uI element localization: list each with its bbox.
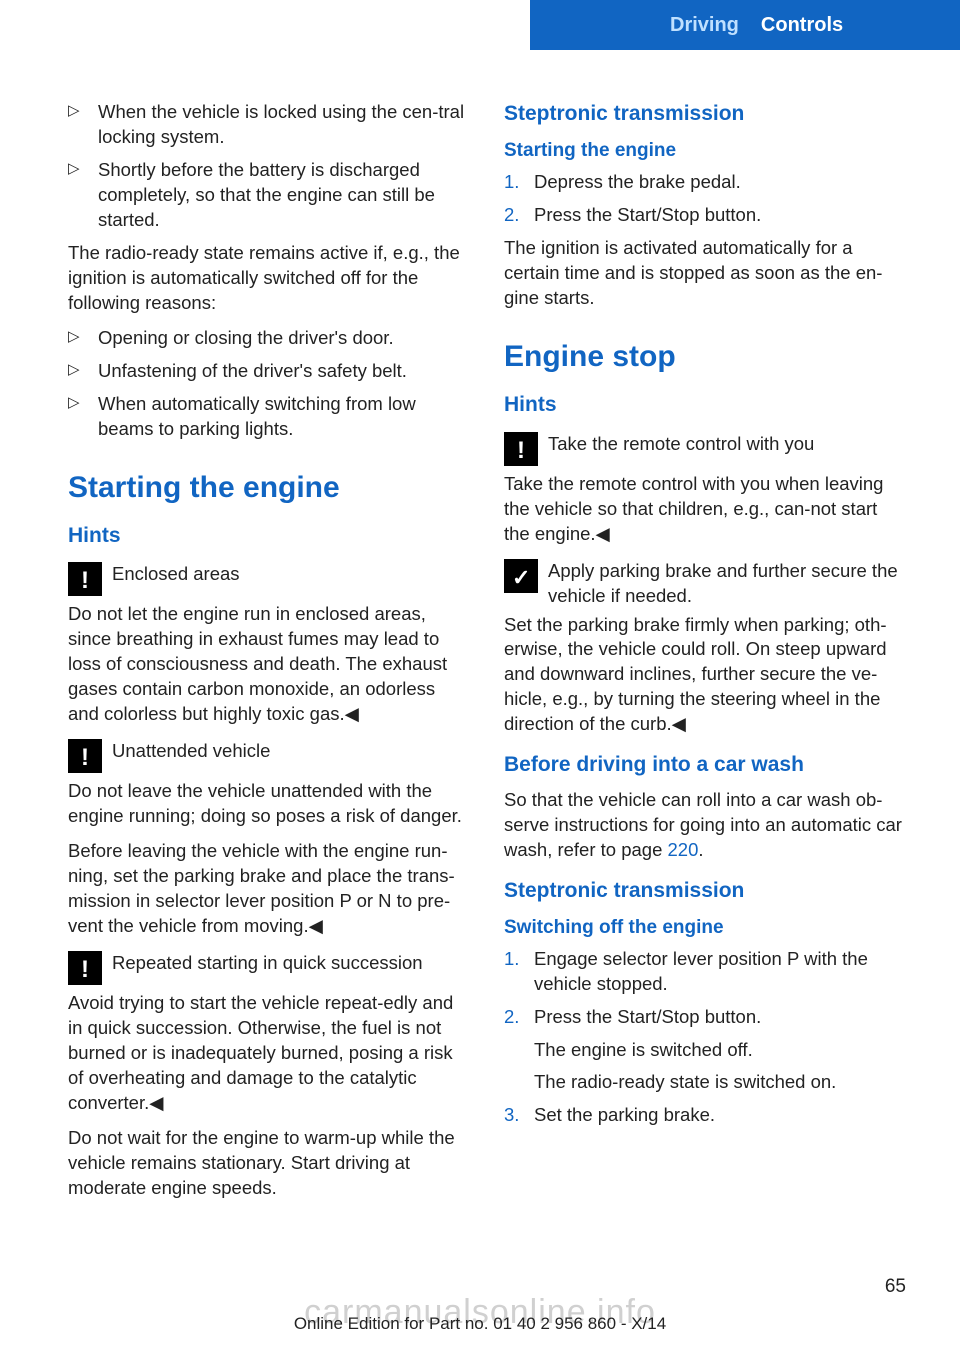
sub-text: The radio-ready state is switched on. (534, 1070, 904, 1095)
step-number: 2. (504, 203, 519, 228)
step-number: 1. (504, 170, 519, 195)
warning-icon (68, 951, 102, 985)
step-text: Depress the brake pedal. (534, 171, 741, 192)
sub-text: The engine is switched off. (534, 1038, 904, 1063)
warning-icon (68, 562, 102, 596)
warning-title: Repeated starting in quick succession (112, 952, 423, 973)
list-item: 3. Set the parking brake. (504, 1103, 904, 1128)
warning-block: Unattended vehicle (68, 739, 468, 775)
step-text: Press the Start/Stop button. (534, 1006, 761, 1027)
note-title: Apply parking brake and further secure t… (548, 560, 898, 606)
header-tab: Driving Controls (530, 0, 960, 50)
list-item: Unfastening of the driver's safety belt. (68, 359, 468, 384)
text: . (698, 839, 703, 860)
list-item: Opening or closing the driver's door. (68, 326, 468, 351)
h2-hints: Hints (504, 391, 904, 419)
h1-starting-engine: Starting the engine (68, 468, 468, 509)
paragraph: Avoid trying to start the vehicle repeat… (68, 991, 468, 1116)
header-section: Driving (670, 14, 739, 37)
list-item: 2. Press the Start/Stop button. (504, 203, 904, 228)
h1-engine-stop: Engine stop (504, 337, 904, 378)
note-block: Apply parking brake and further secure t… (504, 559, 904, 609)
page-header: Driving Controls (0, 0, 960, 50)
warning-title: Take the remote control with you (548, 433, 814, 454)
warning-title: Unattended vehicle (112, 740, 270, 761)
warning-title: Enclosed areas (112, 563, 240, 584)
page-number: 65 (885, 1276, 906, 1298)
header-chapter: Controls (761, 14, 843, 37)
footer-edition: Online Edition for Part no. 01 40 2 956 … (0, 1314, 960, 1334)
check-icon (504, 559, 538, 593)
paragraph: Take the remote control with you when le… (504, 472, 904, 547)
list-item: When automatically switching from low be… (68, 392, 468, 442)
list-item: 1. Depress the brake pedal. (504, 170, 904, 195)
paragraph: Set the parking brake firmly when parkin… (504, 613, 904, 738)
list-item: When the vehicle is locked using the cen… (68, 100, 468, 150)
paragraph: So that the vehicle can roll into a car … (504, 788, 904, 863)
right-column: Steptronic transmission Starting the eng… (504, 100, 904, 1211)
step-text: Set the parking brake. (534, 1104, 715, 1125)
step-text: Engage selector lever position P with th… (534, 948, 868, 994)
list-item: Shortly before the battery is discharged… (68, 158, 468, 233)
header-blank (0, 0, 530, 50)
warning-block: Enclosed areas (68, 562, 468, 598)
paragraph: The ignition is activated automatically … (504, 236, 904, 311)
numbered-list: 1. Depress the brake pedal. 2. Press the S… (504, 170, 904, 228)
list-item: 2. Press the Start/Stop button. The engin… (504, 1005, 904, 1096)
step-number: 1. (504, 947, 519, 972)
h2-steptronic: Steptronic transmission (504, 100, 904, 128)
page: Driving Controls When the vehicle is loc… (0, 0, 960, 1362)
warning-block: Take the remote control with you (504, 432, 904, 468)
paragraph: The radio-ready state remains active if,… (68, 241, 468, 316)
h3-switching-off: Switching off the engine (504, 915, 904, 941)
numbered-list: 1. Engage selector lever position P with … (504, 947, 904, 1129)
paragraph: Do not leave the vehicle unattended with… (68, 779, 468, 829)
bullet-list: Opening or closing the driver's door. Un… (68, 326, 468, 442)
paragraph: Do not wait for the engine to warm-up wh… (68, 1126, 468, 1201)
warning-icon (68, 739, 102, 773)
warning-block: Repeated starting in quick succession (68, 951, 468, 987)
h3-starting-engine: Starting the engine (504, 138, 904, 164)
warning-icon (504, 432, 538, 466)
bullet-list: When the vehicle is locked using the cen… (68, 100, 468, 233)
step-number: 2. (504, 1005, 519, 1030)
h2-car-wash: Before driving into a car wash (504, 751, 904, 779)
paragraph: Before leaving the vehicle with the engi… (68, 839, 468, 939)
step-text: Press the Start/Stop button. (534, 204, 761, 225)
content-columns: When the vehicle is locked using the cen… (0, 50, 960, 1211)
list-item: 1. Engage selector lever position P with … (504, 947, 904, 997)
h2-steptronic: Steptronic transmission (504, 877, 904, 905)
page-link[interactable]: 220 (668, 839, 699, 860)
paragraph: Do not let the engine run in enclosed ar… (68, 602, 468, 727)
step-number: 3. (504, 1103, 519, 1128)
left-column: When the vehicle is locked using the cen… (68, 100, 468, 1211)
h2-hints: Hints (68, 522, 468, 550)
